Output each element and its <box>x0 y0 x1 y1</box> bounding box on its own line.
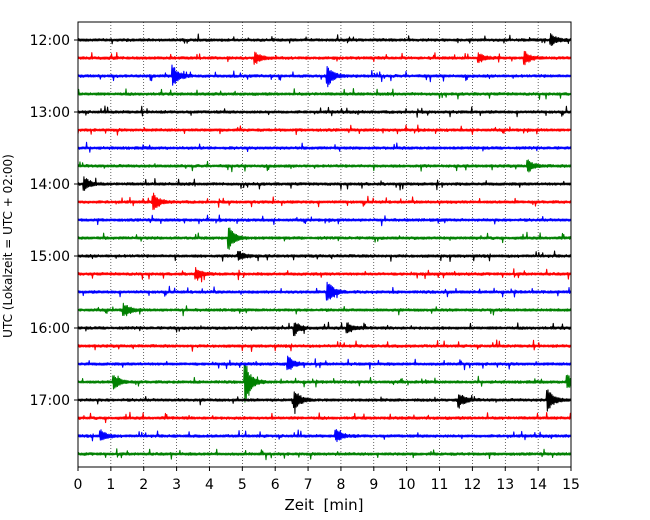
x-tick-label-8: 8 <box>336 477 345 493</box>
seismic-traces <box>77 33 572 461</box>
y-tick-label-4: 16:00 <box>30 321 70 337</box>
trace-13 <box>77 266 572 283</box>
trace-20 <box>77 389 572 415</box>
y-axis-label: UTC (Lokalzeit = UTC + 02:00) <box>1 154 15 338</box>
y-tick-label-1: 13:00 <box>30 105 70 121</box>
x-tick-label-14: 14 <box>529 477 547 493</box>
trace-9 <box>77 192 572 211</box>
y-axis-ticks: 12:00 13:00 14:00 15:00 16:00 17:00 <box>30 33 78 409</box>
x-axis-label: Zeit [min] <box>284 496 363 514</box>
x-tick-label-11: 11 <box>431 477 449 493</box>
trace-16 <box>77 321 572 337</box>
x-tick-label-10: 10 <box>398 477 416 493</box>
y-tick-label-5: 17:00 <box>30 393 70 409</box>
x-tick-label-12: 12 <box>463 477 481 493</box>
trace-22 <box>77 429 572 443</box>
x-tick-label-9: 9 <box>369 477 378 493</box>
y-tick-label-2: 14:00 <box>30 177 70 193</box>
trace-18 <box>77 355 572 371</box>
x-tick-label-15: 15 <box>562 477 580 493</box>
trace-10 <box>77 214 572 227</box>
x-tick-label-2: 2 <box>139 477 148 493</box>
x-tick-label-3: 3 <box>172 477 181 493</box>
trace-3 <box>77 88 572 100</box>
trace-4 <box>77 105 572 118</box>
grid-lines <box>110 22 539 467</box>
trace-1 <box>77 50 572 66</box>
y-tick-label-3: 15:00 <box>30 249 70 265</box>
trace-12 <box>77 250 572 262</box>
x-tick-label-0: 0 <box>74 477 83 493</box>
x-tick-label-7: 7 <box>304 477 313 493</box>
trace-15 <box>77 302 572 317</box>
x-tick-label-1: 1 <box>106 477 115 493</box>
x-tick-label-4: 4 <box>205 477 214 493</box>
trace-2 <box>77 64 572 88</box>
x-tick-label-6: 6 <box>271 477 280 493</box>
x-axis-ticks: 0 1 2 3 4 5 6 7 8 9 10 11 12 13 14 15 <box>74 467 580 493</box>
y-tick-label-0: 12:00 <box>30 33 70 49</box>
trace-5 <box>77 124 572 136</box>
trace-19 <box>77 364 572 403</box>
trace-8 <box>77 176 572 191</box>
trace-17 <box>77 339 572 352</box>
trace-14 <box>77 281 572 301</box>
trace-6 <box>77 141 572 153</box>
trace-7 <box>77 159 572 173</box>
trace-21 <box>77 411 572 424</box>
x-tick-label-13: 13 <box>496 477 514 493</box>
plot-frame <box>77 21 572 468</box>
trace-23 <box>77 448 572 461</box>
trace-0 <box>77 33 572 47</box>
trace-11 <box>77 227 572 250</box>
x-tick-label-5: 5 <box>238 477 247 493</box>
